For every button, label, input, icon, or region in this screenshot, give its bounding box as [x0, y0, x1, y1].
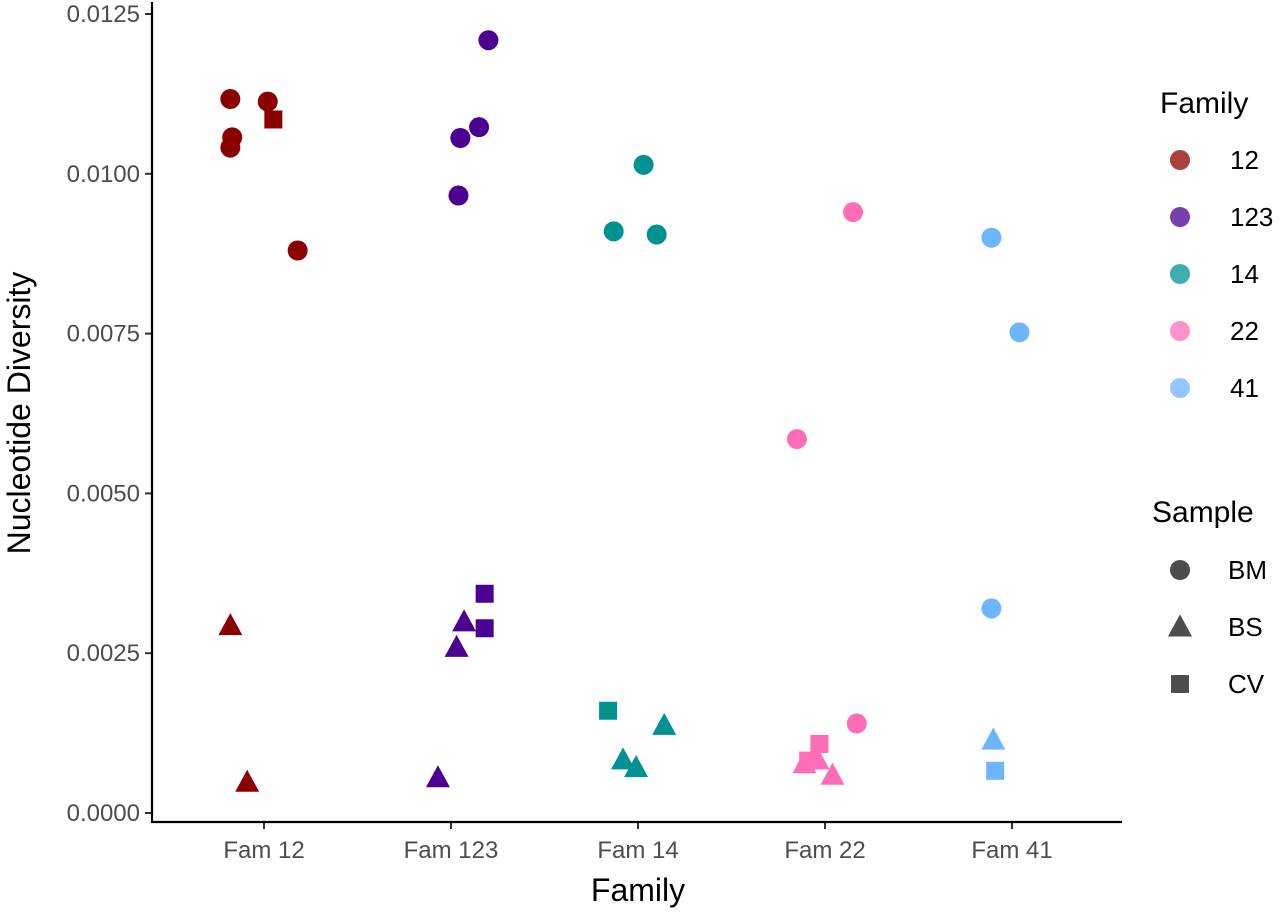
data-point	[425, 765, 450, 788]
legend-sample-label: BS	[1228, 612, 1263, 642]
data-point	[257, 91, 278, 112]
x-axis-title: Family	[591, 872, 685, 908]
data-point	[220, 89, 241, 110]
legend-family-key	[1170, 321, 1190, 341]
data-point	[981, 727, 1006, 750]
legend-family: Family 12 123 14 22 41	[1160, 87, 1273, 403]
data-point	[469, 117, 490, 138]
legend-sample-label: CV	[1228, 669, 1265, 699]
x-tick-label: Fam 12	[223, 837, 304, 864]
data-point	[475, 584, 494, 603]
x-tick-label: Fam 22	[784, 837, 865, 864]
y-tick-label: 0.0125	[67, 1, 140, 28]
data-point	[287, 240, 308, 261]
legend-family-label: 22	[1230, 316, 1259, 346]
legend-sample: Sample BM BS CV	[1152, 496, 1267, 699]
data-point	[810, 734, 829, 753]
y-axis-ticks: 0.0000 0.0025 0.0050 0.0075 0.0100 0.0125	[67, 1, 152, 827]
data-point	[220, 137, 241, 158]
data-point	[843, 202, 864, 223]
data-point	[475, 619, 494, 638]
data-point	[1009, 322, 1030, 343]
data-point	[599, 701, 618, 720]
x-tick-label: Fam 14	[597, 837, 678, 864]
legend-sample-label: BM	[1228, 555, 1267, 585]
legend-family-label: 14	[1230, 259, 1259, 289]
y-tick-label: 0.0100	[67, 161, 140, 188]
legend-sample-key	[1170, 560, 1190, 580]
data-point	[981, 598, 1002, 619]
data-point	[846, 713, 867, 734]
data-point	[633, 154, 654, 175]
y-tick-label: 0.0000	[67, 800, 140, 827]
data-point	[235, 769, 260, 792]
legend-family-key	[1170, 150, 1190, 170]
legend-family-key	[1170, 264, 1190, 284]
x-tick-label: Fam 123	[404, 837, 499, 864]
x-tick-label: Fam 41	[971, 837, 1052, 864]
legend-family-label: 123	[1230, 202, 1273, 232]
legend-sample-title: Sample	[1152, 496, 1254, 529]
y-tick-label: 0.0050	[67, 480, 140, 507]
data-point	[986, 761, 1005, 780]
y-tick-label: 0.0075	[67, 321, 140, 348]
data-point	[611, 747, 636, 770]
data-point	[264, 110, 283, 129]
legend-family-key	[1170, 378, 1190, 398]
data-point	[444, 634, 469, 657]
y-tick-label: 0.0025	[67, 640, 140, 667]
legend-family-label: 41	[1230, 373, 1259, 403]
data-point	[603, 221, 624, 242]
data-point	[450, 128, 471, 149]
data-point	[448, 185, 469, 206]
legend-family-label: 12	[1230, 145, 1259, 175]
data-point	[805, 747, 830, 770]
data-point	[218, 613, 243, 636]
data-point	[478, 30, 499, 51]
y-axis-title: Nucleotide Diversity	[1, 272, 37, 555]
legend-sample-key	[1168, 614, 1192, 637]
data-point	[981, 227, 1002, 248]
data-points	[218, 30, 1030, 792]
data-point	[652, 712, 677, 735]
data-point	[452, 609, 477, 632]
data-point	[624, 755, 649, 778]
x-axis-ticks: Fam 12 Fam 123 Fam 14 Fam 22 Fam 41	[223, 822, 1053, 864]
legend-family-key	[1170, 207, 1190, 227]
legend-sample-key	[1171, 675, 1189, 693]
data-point	[646, 224, 667, 245]
data-point	[786, 429, 807, 450]
data-point	[820, 762, 845, 785]
legend-family-title: Family	[1160, 87, 1248, 120]
